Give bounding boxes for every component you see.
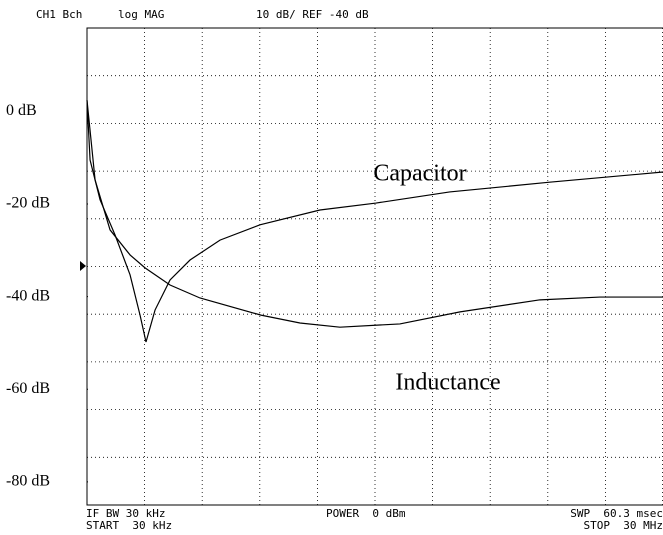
start: START 30 kHz xyxy=(86,519,172,532)
format: log MAG xyxy=(118,8,164,21)
trace xyxy=(86,100,663,343)
sweep: SWP 60.3 msec xyxy=(570,507,663,520)
ref-marker xyxy=(80,261,86,271)
y-tick-label: -60 dB xyxy=(6,380,50,397)
if-bw: IF BW 30 kHz xyxy=(86,507,165,520)
y-tick-label: -40 dB xyxy=(6,287,50,304)
y-tick-label: -80 dB xyxy=(6,473,50,490)
scale: 10 dB/ REF -40 dB xyxy=(256,8,369,21)
power: POWER 0 dBm xyxy=(326,507,406,520)
y-tick-label: -20 dB xyxy=(6,195,50,212)
trace-label: Capacitor xyxy=(373,161,466,187)
trace-label: Inductance xyxy=(395,370,500,396)
y-tick-label: 0 dB xyxy=(6,102,37,119)
channel: CH1 Bch xyxy=(36,8,82,21)
stop: STOP 30 MHz xyxy=(584,519,663,532)
plot-frame xyxy=(86,27,663,506)
trace xyxy=(86,100,663,328)
